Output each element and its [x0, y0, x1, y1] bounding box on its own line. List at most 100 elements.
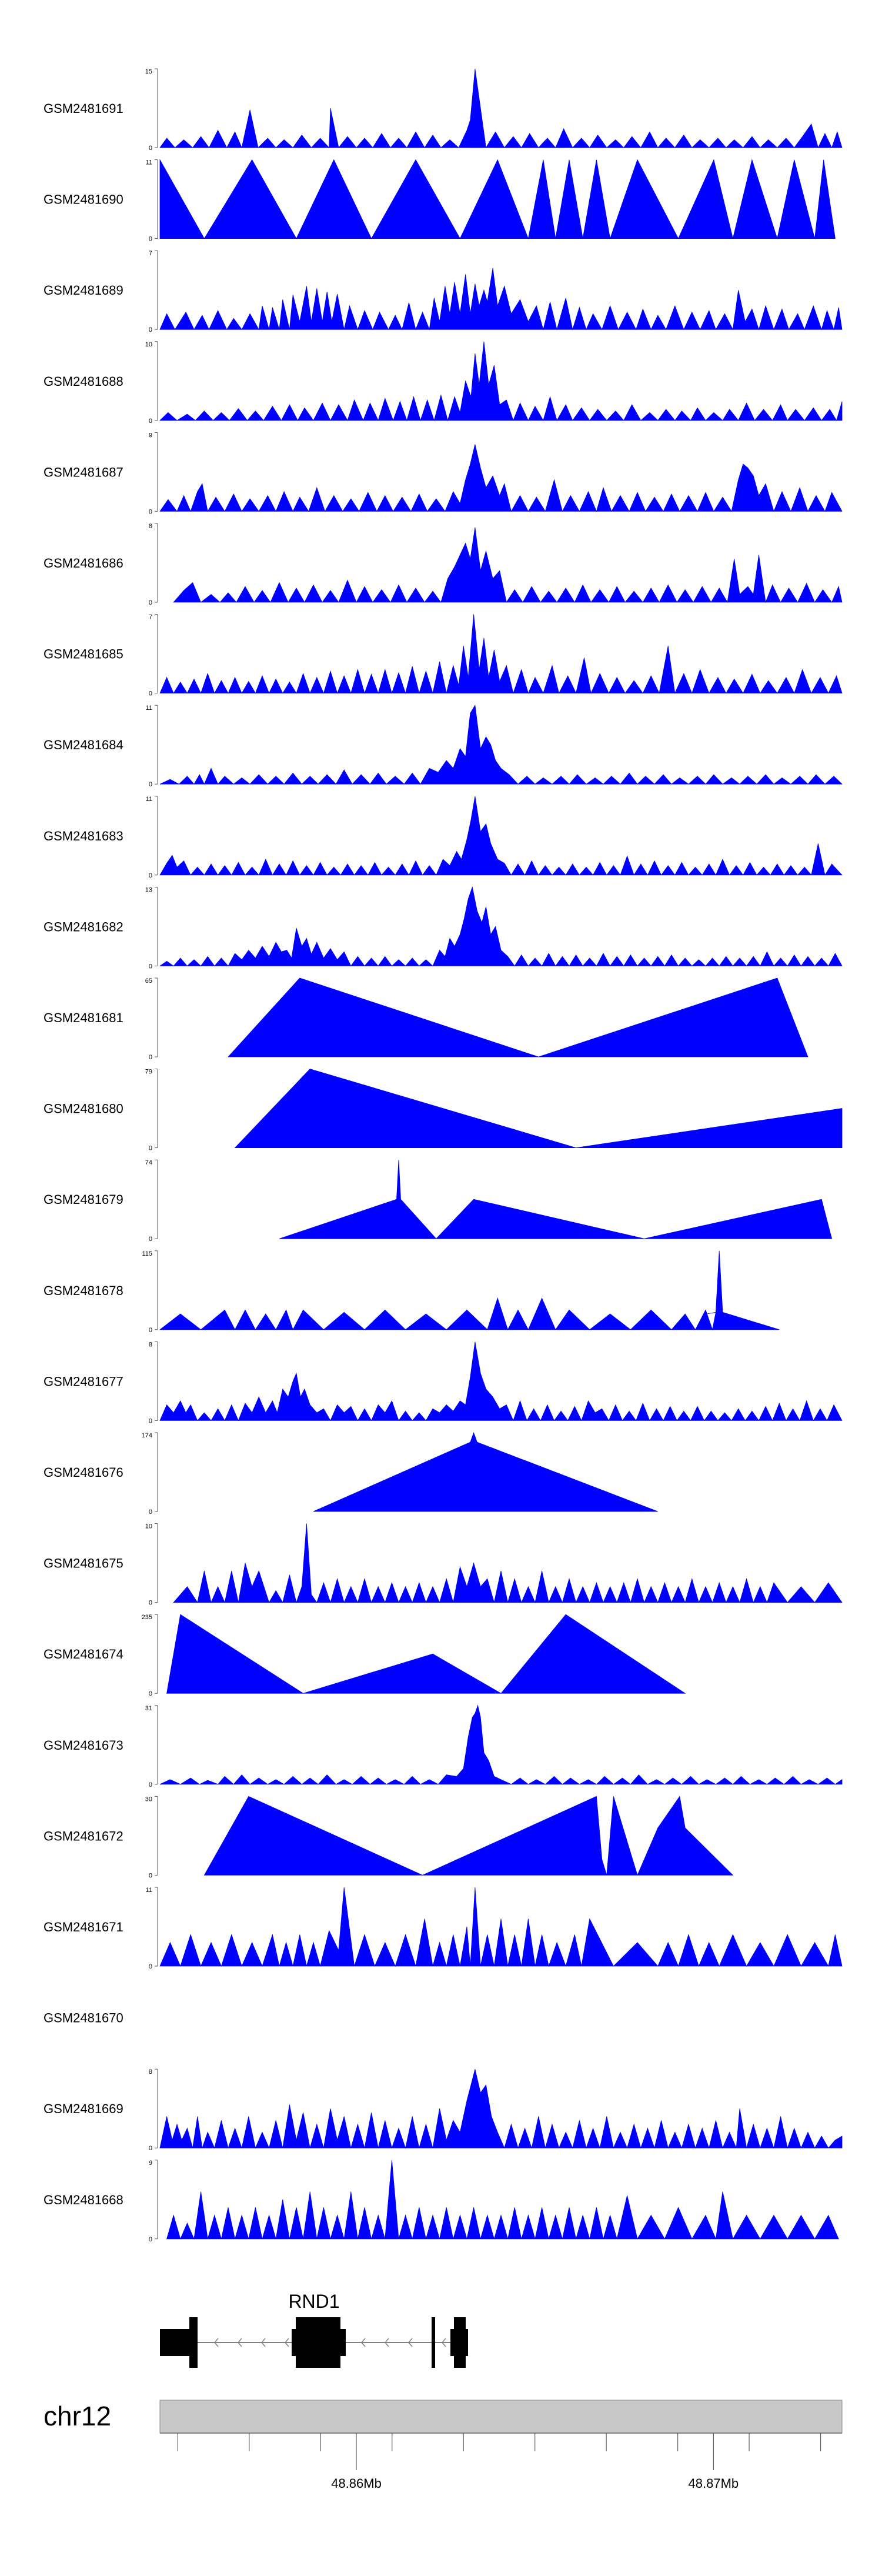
chromosome-bar — [159, 2400, 843, 2434]
coverage-area — [228, 977, 808, 1057]
y-min-label: 0 — [149, 1690, 152, 1697]
y-min-label: 0 — [149, 1509, 152, 1516]
y-min-label: 0 — [149, 1054, 152, 1061]
track: GSM2481672 0 30 — [44, 1796, 734, 1879]
track-label: GSM2481674 — [44, 1647, 123, 1661]
track: GSM2481674 0 235 — [44, 1614, 686, 1697]
strand-arrow — [261, 2338, 266, 2347]
y-max-label: 10 — [145, 341, 152, 348]
y-min-label: 0 — [149, 690, 152, 698]
y-max-label: 15 — [145, 68, 152, 75]
coverage-area — [159, 68, 843, 149]
track-label: GSM2481671 — [44, 1920, 123, 1934]
coverage-area — [166, 1614, 686, 1694]
y-max-label: 11 — [146, 1887, 152, 1894]
coverage-area — [159, 1342, 843, 1422]
y-max-label: 8 — [149, 1341, 152, 1348]
track-label: GSM2481687 — [44, 465, 123, 479]
y-min-label: 0 — [149, 145, 152, 152]
coverage-area — [159, 614, 843, 695]
axis-tick-label: 48.87Mb — [689, 2476, 739, 2491]
y-max-label: 115 — [142, 1250, 152, 1257]
y-max-label: 74 — [145, 1159, 152, 1166]
y-max-label: 65 — [145, 977, 152, 985]
exon — [450, 2329, 468, 2356]
track: GSM2481680 0 79 — [44, 1069, 843, 1152]
y-max-label: 8 — [149, 2068, 152, 2076]
track: GSM2481683 0 11 — [44, 796, 843, 879]
coverage-area — [166, 2160, 839, 2240]
track: GSM2481689 0 7 — [44, 250, 843, 333]
track-label: GSM2481690 — [44, 192, 123, 207]
coverage-area — [159, 705, 843, 785]
track-label: GSM2481685 — [44, 647, 123, 662]
track: GSM2481685 0 7 — [44, 614, 843, 698]
axis-major-ticks: 48.86Mb 48.87Mb — [331, 2433, 739, 2491]
track: GSM2481671 0 11 — [44, 1887, 843, 1970]
track-label: GSM2481672 — [44, 1828, 123, 1843]
track: GSM2481670 — [44, 2011, 123, 2026]
y-min-label: 0 — [149, 2236, 152, 2243]
y-max-label: 10 — [145, 1523, 152, 1530]
coverage-area — [159, 1887, 843, 1967]
y-max-label: 11 — [146, 705, 152, 712]
y-min-label: 0 — [149, 1600, 152, 1607]
strand-arrow — [238, 2338, 242, 2347]
y-min-label: 0 — [149, 1236, 152, 1243]
y-max-label: 7 — [149, 614, 152, 621]
y-max-label: 9 — [149, 2160, 152, 2167]
track-label: GSM2481669 — [44, 2101, 123, 2116]
track: GSM2481675 0 10 — [44, 1523, 843, 1607]
exon — [189, 2317, 198, 2368]
strand-arrow — [442, 2338, 446, 2347]
track-label: GSM2481686 — [44, 556, 123, 570]
track-label: GSM2481682 — [44, 919, 123, 934]
track: GSM2481673 0 31 — [44, 1704, 843, 1788]
coverage-area — [313, 1432, 658, 1512]
track: GSM2481690 0 11 — [44, 159, 836, 243]
track: GSM2481687 0 9 — [44, 432, 843, 515]
exon — [160, 2329, 193, 2356]
coverage-area — [159, 796, 843, 876]
coverage-area — [159, 444, 843, 512]
y-max-label: 9 — [149, 432, 152, 439]
y-min-label: 0 — [149, 781, 152, 788]
y-min-label: 0 — [149, 2145, 152, 2152]
track: GSM2481679 0 74 — [44, 1159, 833, 1243]
y-max-label: 235 — [142, 1614, 152, 1621]
track-label: GSM2481677 — [44, 1374, 123, 1389]
y-max-label: 13 — [145, 886, 152, 893]
track: GSM2481684 0 11 — [44, 705, 843, 788]
y-max-label: 79 — [145, 1069, 152, 1076]
axis-minor-ticks — [177, 2433, 821, 2451]
y-max-label: 30 — [145, 1796, 152, 1803]
track-label: GSM2481675 — [44, 1556, 123, 1571]
track-label: GSM2481676 — [44, 1465, 123, 1480]
track-label: GSM2481679 — [44, 1192, 123, 1207]
strand-arrow — [408, 2338, 413, 2347]
coverage-area — [159, 341, 843, 422]
strand-arrows — [214, 2338, 446, 2347]
y-min-label: 0 — [149, 1963, 152, 1970]
track: GSM2481691 0 15 — [44, 68, 843, 152]
y-max-label: 174 — [142, 1432, 152, 1439]
y-max-label: 11 — [146, 796, 152, 803]
track: GSM2481686 0 8 — [44, 523, 843, 606]
chromosome-axis: chr12 48.86Mb 48.87Mb — [44, 2400, 843, 2491]
coverage-area — [159, 1704, 843, 1785]
coverage-area — [173, 1523, 843, 1604]
y-min-label: 0 — [149, 1417, 152, 1424]
track-label: GSM2481681 — [44, 1010, 123, 1025]
track-label: GSM2481673 — [44, 1738, 123, 1753]
coverage-area — [173, 527, 843, 603]
coverage-area — [159, 1250, 780, 1331]
y-max-label: 11 — [146, 159, 152, 166]
track-label: GSM2481688 — [44, 374, 123, 389]
track: GSM2481669 0 8 — [44, 2068, 843, 2152]
track-label: GSM2481668 — [44, 2193, 123, 2207]
y-min-label: 0 — [149, 1145, 152, 1152]
strand-arrow — [385, 2338, 389, 2347]
y-min-label: 0 — [149, 236, 152, 243]
track-label: GSM2481680 — [44, 1102, 123, 1116]
